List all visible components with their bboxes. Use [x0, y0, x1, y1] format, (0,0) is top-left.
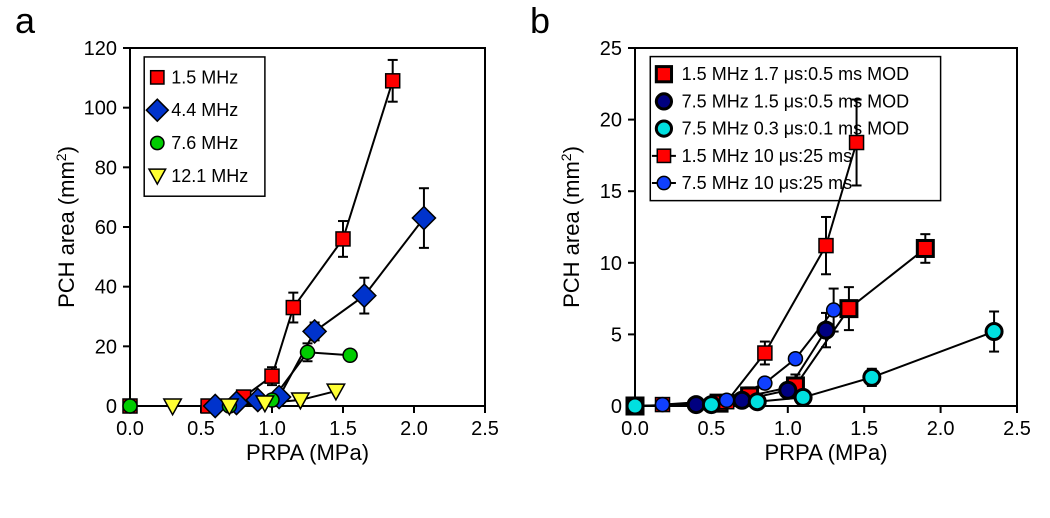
- figure-container: a b 0.00.51.01.52.02.5020406080100120PRP…: [0, 0, 1050, 518]
- svg-text:4.4 MHz: 4.4 MHz: [171, 100, 238, 120]
- svg-text:2.5: 2.5: [1003, 418, 1031, 440]
- svg-text:1.5 MHz: 1.5 MHz: [171, 67, 238, 87]
- svg-text:15: 15: [600, 181, 622, 203]
- svg-text:25: 25: [600, 38, 622, 60]
- svg-text:PCH area (mm2): PCH area (mm2): [558, 146, 584, 308]
- svg-text:12.1 MHz: 12.1 MHz: [171, 166, 248, 186]
- svg-text:PRPA (MPa): PRPA (MPa): [764, 440, 887, 465]
- svg-text:20: 20: [95, 336, 117, 358]
- chart-panel-b: 0.0 0.5 1.0 1.5 2.0 2.5 0 5 10 15 20 25 PRPA (MPa) PC…: [560, 38, 1035, 478]
- panel-label-a: a: [15, 0, 35, 42]
- svg-text:0.0: 0.0: [621, 418, 649, 440]
- svg-text:2.0: 2.0: [927, 418, 955, 440]
- svg-text:7.6 MHz: 7.6 MHz: [171, 133, 238, 153]
- svg-text:10: 10: [600, 253, 622, 275]
- svg-text:7.5 MHz 0.3 μs:0.1 ms MOD: 7.5 MHz 0.3 μs:0.1 ms MOD: [682, 119, 909, 139]
- svg-text:1.5: 1.5: [329, 418, 357, 440]
- svg-text:0: 0: [106, 396, 117, 418]
- svg-text:5: 5: [611, 324, 622, 346]
- svg-text:1.0: 1.0: [774, 418, 802, 440]
- svg-text:1.5 MHz 10 μs:25 ms: 1.5 MHz 10 μs:25 ms: [682, 146, 852, 166]
- svg-text:0.5: 0.5: [187, 418, 215, 440]
- panel-label-b: b: [530, 0, 550, 42]
- svg-text:PRPA (MPa): PRPA (MPa): [246, 440, 369, 465]
- svg-text:20: 20: [600, 110, 622, 132]
- svg-text:80: 80: [95, 157, 117, 179]
- svg-text:120: 120: [84, 38, 117, 60]
- svg-text:2.5: 2.5: [471, 418, 499, 440]
- svg-text:PCH area (mm2): PCH area (mm2): [53, 146, 79, 308]
- svg-text:1.0: 1.0: [258, 418, 286, 440]
- svg-text:1.5: 1.5: [850, 418, 878, 440]
- svg-text:1.5 MHz 1.7 μs:0.5 ms MOD: 1.5 MHz 1.7 μs:0.5 ms MOD: [682, 64, 909, 84]
- svg-text:100: 100: [84, 98, 117, 120]
- svg-text:7.5 MHz 10 μs:25 ms: 7.5 MHz 10 μs:25 ms: [682, 173, 852, 193]
- svg-text:0.0: 0.0: [116, 418, 144, 440]
- svg-text:0: 0: [611, 396, 622, 418]
- svg-text:2.0: 2.0: [400, 418, 428, 440]
- svg-text:60: 60: [95, 217, 117, 239]
- svg-text:40: 40: [95, 277, 117, 299]
- chart-panel-a: 0.0 0.5 1.0 1.5 2.0 2.5 0 20 40 60 80 100 120 PRPA (M…: [48, 38, 503, 478]
- svg-text:0.5: 0.5: [697, 418, 725, 440]
- svg-text:7.5 MHz 1.5 μs:0.5 ms MOD: 7.5 MHz 1.5 μs:0.5 ms MOD: [682, 91, 909, 111]
